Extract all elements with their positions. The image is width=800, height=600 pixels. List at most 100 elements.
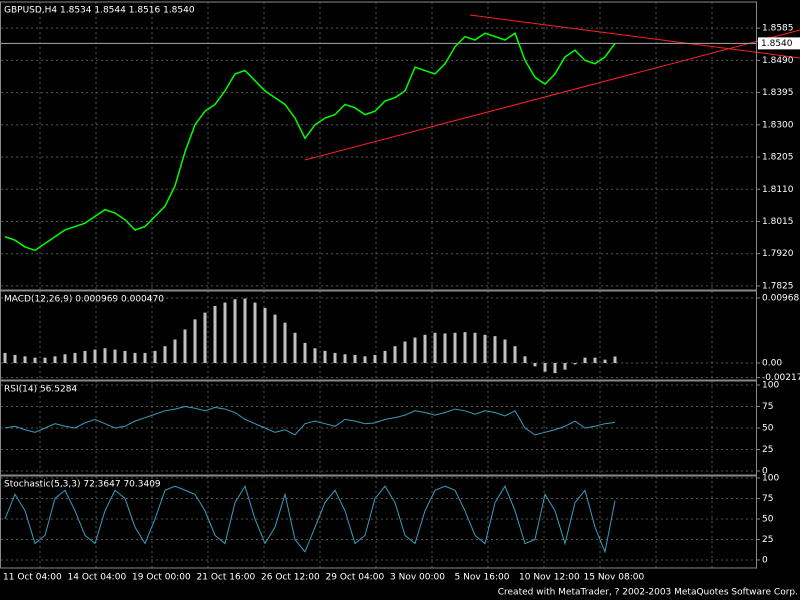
histogram-bar <box>23 356 27 364</box>
y-tick-label: 100 <box>762 473 779 483</box>
panel-title: Stochastic(5,3,3) 72.3647 70.3409 <box>4 480 161 490</box>
histogram-bar <box>243 298 247 364</box>
y-tick-label: 1.8395 <box>762 88 794 98</box>
histogram-bar <box>583 357 587 364</box>
histogram-bar <box>43 357 47 364</box>
histogram-bar <box>423 334 427 364</box>
y-tick-label: 1.8205 <box>762 153 794 163</box>
y-tick-label: 0 <box>762 467 768 477</box>
y-tick-label: 1.8585 <box>762 24 794 34</box>
panel-title: MACD(12,26,9) 0.000969 0.000470 <box>4 295 164 305</box>
y-tick-label: 50 <box>762 424 774 434</box>
histogram-bar <box>313 348 317 364</box>
y-tick-label: 1.7825 <box>762 281 794 291</box>
histogram-bar <box>253 302 257 364</box>
histogram-bar <box>83 350 87 364</box>
histogram-bar <box>143 352 147 364</box>
histogram-bar <box>463 332 467 364</box>
histogram-bar <box>113 349 117 364</box>
last-price-label: 1.8540 <box>761 39 793 49</box>
histogram-bar <box>453 332 457 364</box>
y-tick-label: 75 <box>762 494 773 504</box>
y-tick-label: 0.00 <box>762 359 782 369</box>
x-tick-label: 26 Oct 12:00 <box>261 573 320 583</box>
trendline <box>304 29 800 161</box>
histogram-bar <box>333 352 337 364</box>
histogram-bar <box>323 350 327 364</box>
last-price-box <box>758 37 800 50</box>
x-tick-label: 3 Nov 00:00 <box>390 573 445 583</box>
histogram-bar <box>373 354 377 364</box>
histogram-bar <box>263 307 267 364</box>
trendline <box>469 14 800 59</box>
x-tick-label: 5 Nov 16:00 <box>455 573 510 583</box>
x-tick-label: 21 Oct 16:00 <box>197 573 256 583</box>
series-line <box>4 405 616 436</box>
footer: Created with MetaTrader, ? 2002-2003 Met… <box>498 588 798 598</box>
y-tick-label: 1.8300 <box>762 120 794 130</box>
histogram-bar <box>563 363 567 370</box>
y-tick-label: 25 <box>762 445 773 455</box>
histogram-bar <box>433 332 437 364</box>
x-tick-label: 15 Nov 08:00 <box>584 573 645 583</box>
y-tick-label: 1.8490 <box>762 56 794 66</box>
histogram-bar <box>73 352 77 364</box>
histogram-bar <box>553 363 557 374</box>
histogram-bar <box>53 356 57 364</box>
histogram-bar <box>213 305 217 364</box>
histogram-bar <box>353 354 357 364</box>
histogram-bar <box>13 354 17 364</box>
histogram-bar <box>173 339 177 364</box>
histogram-bar <box>223 302 227 364</box>
panel-frame <box>0 475 757 569</box>
panel-title: RSI(14) 56.5284 <box>4 385 77 395</box>
histogram-bar <box>513 346 517 364</box>
histogram-bar <box>93 349 97 364</box>
histogram-bar <box>283 322 287 364</box>
histogram-bar <box>63 354 67 364</box>
histogram-bar <box>123 350 127 364</box>
histogram-bar <box>603 359 607 364</box>
histogram-bar <box>413 337 417 364</box>
y-tick-label: 50 <box>762 514 774 524</box>
y-tick-label: 100 <box>762 380 779 390</box>
y-tick-label: 1.8110 <box>762 185 794 195</box>
panel-frame <box>0 1 757 291</box>
y-tick-label: -0.00217 <box>762 373 800 383</box>
histogram-bar <box>163 346 167 364</box>
histogram-bar <box>473 332 477 364</box>
panel-frame <box>0 290 757 381</box>
histogram-bar <box>523 356 527 364</box>
histogram-bar <box>443 333 447 364</box>
x-tick-label: 11 Oct 04:00 <box>3 573 62 583</box>
histogram-bar <box>503 339 507 364</box>
histogram-bar <box>233 299 237 364</box>
histogram-bar <box>533 363 537 367</box>
histogram-bar <box>103 348 107 364</box>
histogram-bar <box>153 350 157 364</box>
y-tick-label: 0 <box>762 555 768 565</box>
histogram-bar <box>403 341 407 364</box>
histogram-bar <box>593 357 597 364</box>
histogram-bar <box>493 336 497 364</box>
y-tick-label: 1.8015 <box>762 217 794 227</box>
histogram-bar <box>363 356 367 364</box>
y-tick-label: 75 <box>762 402 773 412</box>
histogram-bar <box>543 363 547 372</box>
histogram-bar <box>33 357 37 364</box>
histogram-bar <box>383 350 387 364</box>
series-line <box>4 32 616 252</box>
x-tick-label: 10 Nov 12:00 <box>519 573 580 583</box>
x-tick-label: 14 Oct 04:00 <box>68 573 127 583</box>
series-line <box>4 484 616 554</box>
panel-title: GBPUSD,H4 1.8534 1.8544 1.8516 1.8540 <box>4 6 195 16</box>
histogram-bar <box>393 346 397 364</box>
histogram-bar <box>343 354 347 364</box>
histogram-bar <box>293 332 297 364</box>
histogram-bar <box>273 314 277 364</box>
histogram-bar <box>203 312 207 364</box>
y-tick-label: 1.7920 <box>762 249 794 259</box>
y-tick-label: 0.00968 <box>762 293 799 303</box>
